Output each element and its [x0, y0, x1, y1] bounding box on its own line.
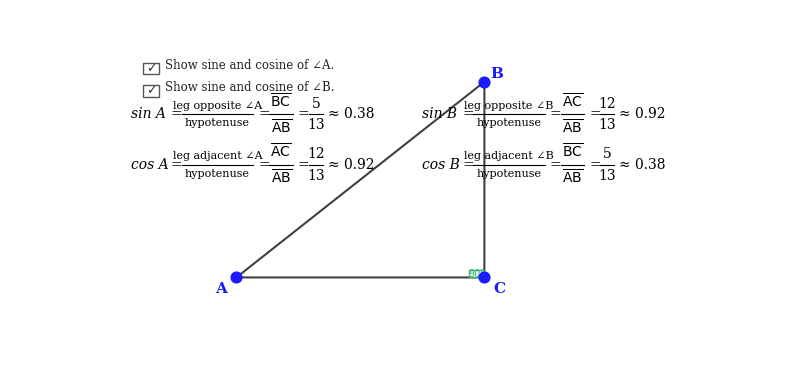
- Point: [478, 275, 491, 281]
- Text: 12: 12: [598, 97, 616, 110]
- Text: hypotenuse: hypotenuse: [476, 169, 542, 179]
- Text: =: =: [170, 158, 182, 172]
- Text: Show sine and cosine of ∠B.: Show sine and cosine of ∠B.: [165, 81, 334, 94]
- Text: =: =: [258, 107, 270, 121]
- Text: sin A: sin A: [131, 107, 166, 121]
- Text: $\overline{\mathrm{AB}}$: $\overline{\mathrm{AB}}$: [562, 169, 583, 187]
- Text: ✓: ✓: [146, 62, 157, 75]
- Text: 13: 13: [307, 169, 325, 182]
- Text: 5: 5: [311, 97, 320, 110]
- Text: Show sine and cosine of ∠A.: Show sine and cosine of ∠A.: [165, 59, 334, 72]
- Text: $\overline{\mathrm{AB}}$: $\overline{\mathrm{AB}}$: [562, 118, 583, 137]
- Text: =: =: [589, 158, 601, 172]
- Point: [478, 79, 491, 85]
- Text: A: A: [215, 282, 227, 296]
- Text: =: =: [589, 107, 601, 121]
- Text: =: =: [298, 158, 310, 172]
- Text: hypotenuse: hypotenuse: [476, 118, 542, 128]
- Text: =: =: [258, 158, 270, 172]
- Text: sin B: sin B: [422, 107, 458, 121]
- Text: $\overline{\mathrm{AC}}$: $\overline{\mathrm{AC}}$: [562, 92, 583, 110]
- Text: =: =: [298, 107, 310, 121]
- Text: ≈ 0.38: ≈ 0.38: [327, 107, 374, 121]
- Text: $\overline{\mathrm{AC}}$: $\overline{\mathrm{AC}}$: [270, 142, 292, 161]
- Bar: [469, 270, 485, 278]
- Text: leg adjacent ∠A: leg adjacent ∠A: [173, 151, 262, 161]
- Text: $\overline{\mathrm{AB}}$: $\overline{\mathrm{AB}}$: [270, 118, 291, 137]
- Text: hypotenuse: hypotenuse: [185, 169, 250, 179]
- Text: 5: 5: [602, 147, 611, 161]
- Text: =: =: [550, 107, 561, 121]
- Text: =: =: [170, 107, 182, 121]
- FancyBboxPatch shape: [143, 85, 159, 97]
- FancyBboxPatch shape: [143, 62, 159, 74]
- Text: =: =: [462, 158, 474, 172]
- Text: B: B: [490, 67, 503, 81]
- Text: leg opposite ∠A: leg opposite ∠A: [173, 100, 262, 110]
- Text: 90°: 90°: [468, 269, 485, 279]
- Text: =: =: [462, 107, 474, 121]
- Text: $\overline{\mathrm{AB}}$: $\overline{\mathrm{AB}}$: [270, 169, 291, 187]
- Text: 13: 13: [598, 118, 616, 132]
- Text: =: =: [550, 158, 561, 172]
- Text: $\overline{\mathrm{BC}}$: $\overline{\mathrm{BC}}$: [562, 142, 583, 161]
- Text: 13: 13: [598, 169, 616, 182]
- Text: leg opposite ∠B: leg opposite ∠B: [464, 100, 554, 110]
- Text: hypotenuse: hypotenuse: [185, 118, 250, 128]
- Text: ≈ 0.92: ≈ 0.92: [619, 107, 666, 121]
- Text: 13: 13: [307, 118, 325, 132]
- Point: [230, 275, 243, 281]
- Text: 12: 12: [307, 147, 325, 161]
- Text: ≈ 0.38: ≈ 0.38: [619, 158, 666, 172]
- Text: ≈ 0.92: ≈ 0.92: [327, 158, 374, 172]
- Text: $\overline{\mathrm{BC}}$: $\overline{\mathrm{BC}}$: [270, 92, 292, 110]
- Text: ✓: ✓: [146, 84, 157, 97]
- Text: C: C: [494, 282, 506, 296]
- Text: cos B: cos B: [422, 158, 460, 172]
- Text: cos A: cos A: [131, 158, 169, 172]
- Text: leg adjacent ∠B: leg adjacent ∠B: [464, 151, 554, 161]
